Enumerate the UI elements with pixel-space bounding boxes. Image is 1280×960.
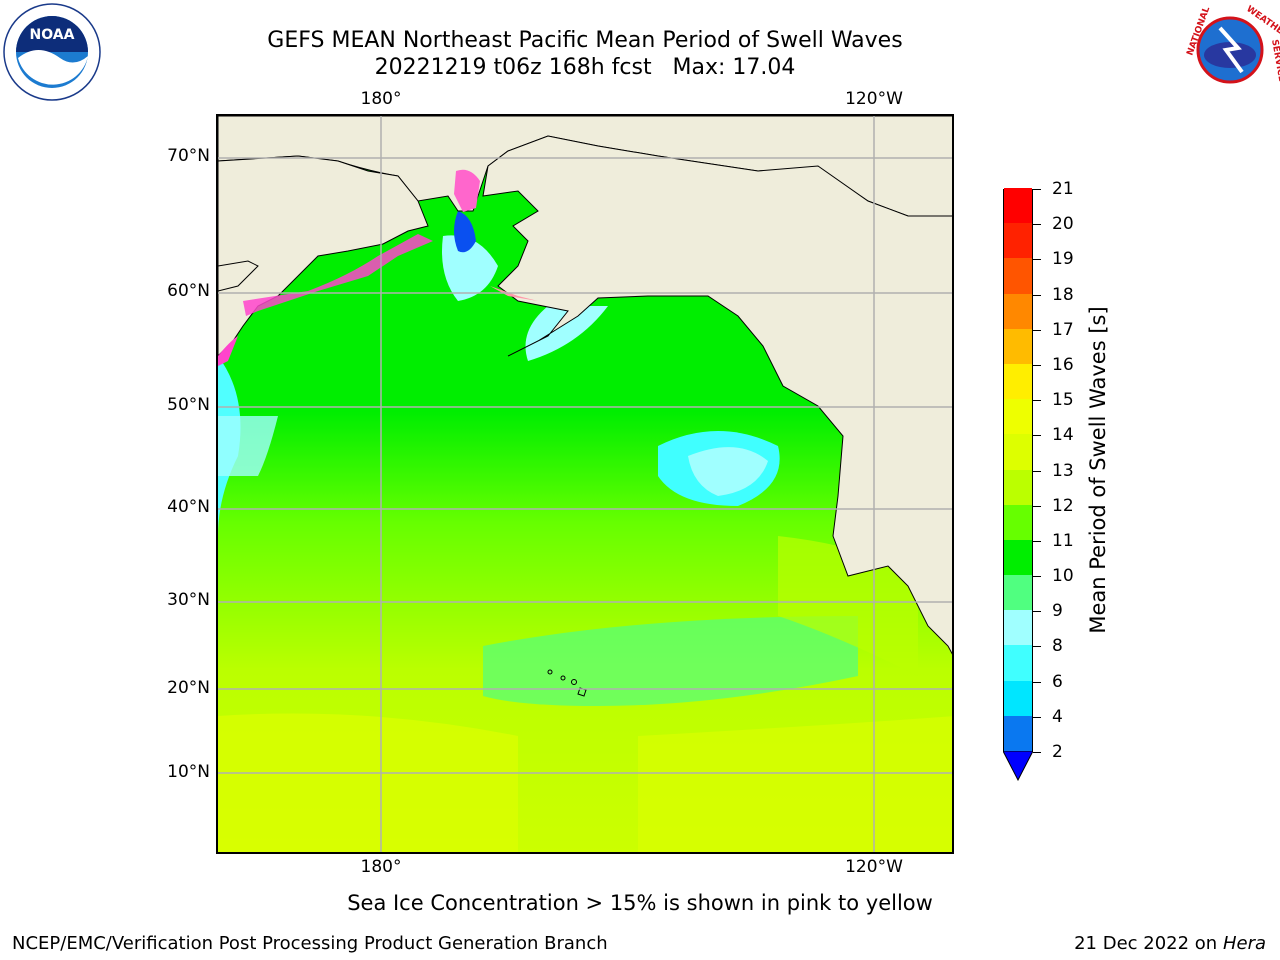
sea-ice-bering [243,234,433,316]
blue-spot [454,211,476,253]
cyan-patch-bering [442,235,498,301]
colorbar-tick-mark [1033,470,1041,472]
colorbar-segment [1004,222,1032,259]
colorbar-tick-mark [1033,224,1041,226]
colorbar-tick-mark [1033,189,1041,190]
colorbar-tick-mark [1033,540,1041,542]
lat-label-70n: 70°N [167,146,210,166]
colorbar-segment [1004,328,1032,364]
colorbar-segment [1004,257,1032,294]
colorbar-tick-label: 13 [1052,460,1074,481]
colorbar-tick-label: 10 [1052,566,1074,587]
colorbar-segment [1004,574,1032,611]
colorbar-segment [1004,187,1032,224]
colorbar-segment [1004,680,1032,716]
date-text: 21 Dec 2022 on [1074,933,1218,954]
graticule [218,116,952,852]
colorbar-tick-mark [1033,294,1041,296]
colorbar-tick-label: 6 [1052,671,1063,692]
chart-title: GEFS MEAN Northeast Pacific Mean Period … [267,28,903,53]
nws-logo: NATIONAL WEATHER SERVICE [1180,0,1280,100]
colorbar-tick-label: 8 [1052,636,1063,657]
colorbar-label: Mean Period of Swell Waves [s] [1086,306,1110,634]
map-panel [216,114,954,854]
lat-label-20n: 20°N [167,678,210,698]
colorbar-segment [1004,609,1032,646]
colorbar [1003,187,1033,752]
colorbar-tick-label: 20 [1052,214,1074,235]
colorbar-tick-mark [1033,364,1041,366]
colorbar-tick-label: 21 [1052,179,1074,199]
colorbar-segment [1004,644,1032,681]
lat-label-40n: 40°N [167,497,210,517]
hawaii-islands [547,669,553,675]
colorbar-segment [1004,469,1032,505]
date-stamp: 21 Dec 2022 on Hera [1074,933,1266,954]
colorbar-tick-label: 18 [1052,284,1074,305]
colorbar-tick-label: 4 [1052,706,1063,727]
lon-label-120w-bottom: 120°W [845,857,903,877]
lon-label-120w-top: 120°W [845,89,903,109]
sea-ice-note: Sea Ice Concentration > 15% is shown in … [0,891,1280,915]
map-svg [218,116,952,852]
colorbar-tick-label: 2 [1052,742,1063,762]
lat-label-50n: 50°N [167,395,210,415]
svg-text:SERVICE: SERVICE [1269,39,1280,83]
cyan-patch-gulf [525,306,608,361]
noaa-logo: NOAA [2,2,102,102]
colorbar-tick-mark [1033,611,1041,613]
lat-label-30n: 30°N [167,590,210,610]
colorbar-tick-label: 12 [1052,495,1074,516]
colorbar-segment [1004,433,1032,470]
green-band-hawaii [483,616,858,706]
colorbar-tick-mark [1033,646,1041,648]
colorbar-segment [1004,539,1032,576]
colorbar-extend-tip [1003,751,1033,781]
colorbar-segment [1004,504,1032,540]
chart-subtitle: 20221219 t06z 168h fcst Max: 17.04 [374,55,796,80]
sea-ice-note-text: Sea Ice Concentration > 15% is shown in … [347,891,933,915]
colorbar-segment [1004,363,1032,400]
lon-label-180-bottom: 180° [360,857,402,877]
colorbar-tick-mark [1033,259,1041,261]
colorbar-segment [1004,715,1032,751]
colorbar-tick-label: 14 [1052,425,1074,446]
credit-text: NCEP/EMC/Verification Post Processing Pr… [12,933,608,954]
colorbar-tick-label: 16 [1052,354,1074,375]
host-name: Hera [1222,933,1266,954]
colorbar-tick-mark [1033,435,1041,437]
colorbar-tick-label: 17 [1052,319,1074,340]
colorbar-segment [1004,293,1032,329]
colorbar-tick-label: 11 [1052,530,1074,551]
colorbar-tick-mark [1033,716,1041,718]
colorbar-tick-label: 15 [1052,390,1074,411]
land-siberia [218,155,429,357]
colorbar-tick-mark [1033,752,1041,753]
colorbar-segment [1004,398,1032,435]
lon-label-180-top: 180° [360,89,402,109]
svg-text:NOAA: NOAA [30,27,75,43]
colorbar-tick-label: 19 [1052,249,1074,270]
lat-label-10n: 10°N [167,762,210,782]
colorbar-tick-mark [1033,400,1041,402]
sea-ice-chukchi [454,169,480,212]
colorbar-tick-mark [1033,505,1041,507]
colorbar-tick-mark [1033,681,1041,683]
colorbar-tick-mark [1033,329,1041,331]
colorbar-tick-label: 9 [1052,601,1063,622]
colorbar-tick-mark [1033,576,1041,578]
lat-label-60n: 60°N [167,281,210,301]
